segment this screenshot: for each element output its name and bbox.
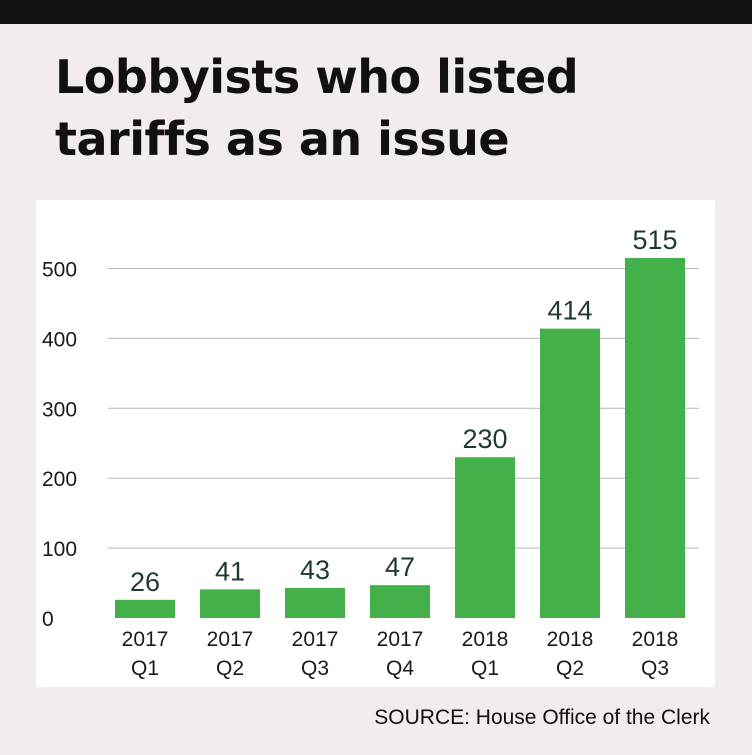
data-label: 47 — [385, 552, 415, 582]
y-tick-label: 0 — [42, 608, 54, 631]
chart-title: Lobbyists who listed tariffs as an issue — [55, 50, 579, 166]
y-tick-label: 300 — [42, 398, 77, 421]
data-label: 230 — [462, 424, 507, 454]
plot-panel: 0 100 200 300 400 500 26 2017 Q1 41 2017 Q2 43 2017 Q3… — [36, 200, 715, 687]
bar — [370, 585, 430, 618]
x-tick-label-year: 2017 — [122, 628, 169, 651]
y-tick-label: 100 — [42, 538, 77, 561]
x-tick-label-year: 2018 — [547, 628, 594, 651]
x-tick-label-quarter: Q2 — [216, 657, 244, 680]
x-tick-label-quarter: Q1 — [131, 657, 159, 680]
x-tick-label-year: 2018 — [632, 628, 679, 651]
source-note: SOURCE: House Office of the Clerk — [374, 706, 710, 729]
x-tick-label-year: 2018 — [462, 628, 509, 651]
y-tick-label: 400 — [42, 328, 77, 351]
bar — [115, 599, 175, 618]
x-tick-label-quarter: Q2 — [556, 657, 584, 680]
x-tick-label-quarter: Q3 — [641, 657, 669, 680]
x-tick-label-year: 2017 — [377, 628, 424, 651]
x-tick-label-quarter: Q1 — [471, 657, 499, 680]
bar — [540, 328, 600, 618]
data-label: 41 — [215, 556, 245, 586]
bar-chart: 0 100 200 300 400 500 26 2017 Q1 41 2017 Q2 43 2017 Q3… — [42, 225, 699, 680]
y-tick-label: 500 — [42, 258, 77, 281]
x-tick-label-year: 2017 — [292, 628, 339, 651]
y-tick-label: 200 — [42, 468, 77, 491]
bar — [285, 587, 345, 618]
bar — [455, 457, 515, 618]
data-label: 26 — [130, 567, 160, 597]
data-label: 515 — [632, 225, 677, 255]
bar — [200, 589, 260, 618]
x-tick-label-quarter: Q3 — [301, 657, 329, 680]
header-rule — [0, 0, 752, 24]
data-label: 43 — [300, 555, 330, 585]
x-tick-label-year: 2017 — [207, 628, 254, 651]
data-label: 414 — [547, 296, 592, 326]
bar — [625, 258, 685, 618]
x-tick-label-quarter: Q4 — [386, 657, 414, 680]
